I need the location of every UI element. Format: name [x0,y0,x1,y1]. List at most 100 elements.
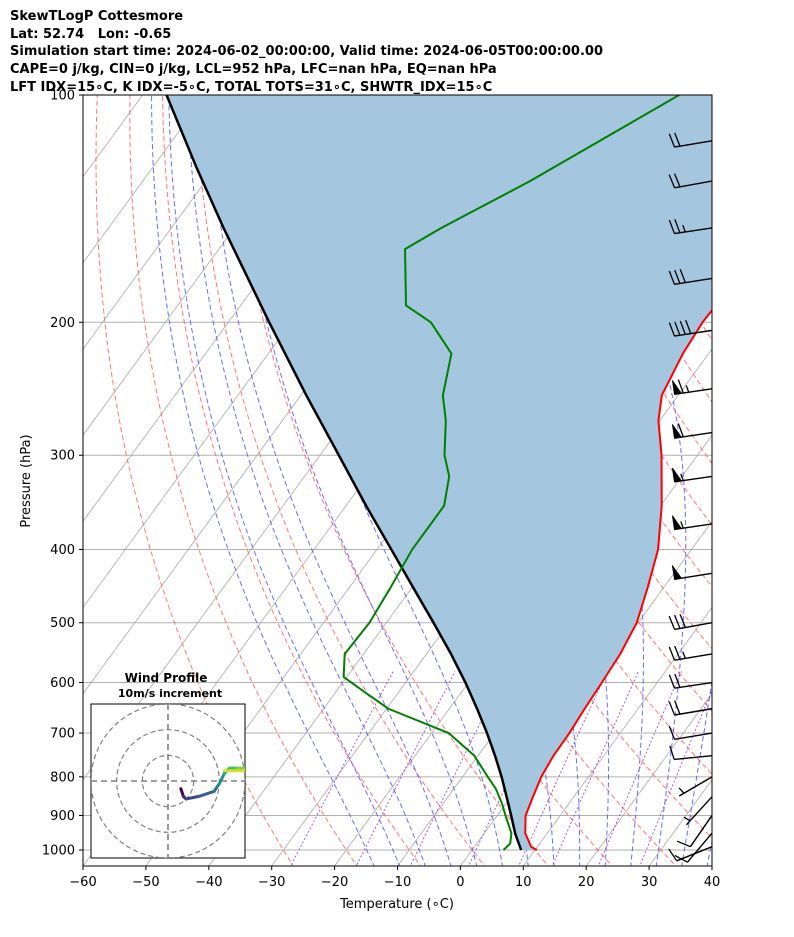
wind-barb [668,645,713,661]
barb-half [683,816,691,822]
mixing-ratio-line [551,671,639,866]
barb-staff [674,180,713,189]
x-tick-label: 10 [515,875,532,890]
barb-full [674,219,681,233]
barb-full [673,173,681,188]
y-tick-label: 500 [50,616,75,631]
x-tick-label: 40 [704,875,721,890]
dry-adiabat [520,95,712,465]
wind-barb [668,269,713,286]
moist-adiabat [187,95,426,866]
x-tick-label: −30 [258,875,285,890]
wind-barb [671,379,713,395]
isotherm [522,606,712,866]
barb-flag [671,380,683,395]
wind-barb [668,613,713,631]
hodograph-inset: Wind Profile 10m/s increment [90,671,246,859]
barb-full [676,840,691,848]
title-line-times: Simulation start time: 2024-06-02_00:00:… [10,44,603,60]
barb-flag [671,515,683,530]
barb-flag [671,424,683,439]
x-tick-label: 30 [641,875,658,890]
barb-staff [674,140,713,148]
barb-flag [671,467,683,483]
hodograph-title: Wind Profile [125,671,208,685]
hodograph-subtitle: 10m/s increment [118,687,222,700]
title-line-indices: LFT IDX=15∘C, K IDX=-5∘C, TOTAL TOTS=31∘… [10,79,493,95]
barb-half [680,473,684,481]
isotherm [83,95,269,350]
barb-full [668,174,676,189]
barb-staff [674,754,713,761]
moist-adiabat [151,95,375,866]
barb-staff [674,732,713,740]
y-tick-label: 900 [50,809,75,824]
barb-full [674,700,681,715]
hodograph-segment [184,794,201,801]
dry-adiabat [772,78,794,875]
y-tick-label: 400 [50,543,75,558]
mixing-ratio-line [639,689,712,866]
barb-full [668,848,678,862]
moist-adiabat [168,95,401,866]
wind-barb [674,832,713,863]
barb-full [668,270,676,285]
barb-full [677,423,684,438]
y-tick-label: 200 [50,316,75,331]
moist-adiabat [564,95,687,866]
barb-full [668,701,676,716]
moist-adiabat [257,95,503,866]
x-tick-label: 20 [578,875,595,890]
x-axis-label: Temperature (∘C) [339,897,454,912]
barb-full [668,133,676,148]
y-axis-label: Pressure (hPa) [19,434,34,527]
wind-barb [668,700,713,716]
isotherm [0,78,92,875]
dry-adiabat [357,95,712,775]
wind-barb [668,132,713,148]
y-tick-label: 1000 [42,844,75,859]
mixing-ratio-line [290,671,394,866]
wind-barb [668,219,713,235]
dry-adiabat [129,95,358,866]
wind-barb [668,673,713,689]
barb-full [679,613,687,628]
hodograph-segment [212,782,221,793]
title-line-station: SkewTLogP Cottesmore [10,9,184,24]
barb-full [668,674,676,689]
chart-title: SkewTLogP Cottesmore Lat: 52.74 Lon: -0.6… [10,8,603,97]
barb-full [674,132,681,147]
temperature-line [524,308,712,851]
barb-staff [674,653,713,661]
dry-adiabat [161,95,422,866]
parcel-path-line [165,95,523,851]
barb-half [680,521,684,529]
dry-adiabat [194,95,486,866]
barb-staff [674,227,713,235]
barb-full [679,269,686,283]
isotherm [83,95,207,264]
wind-barb [676,815,713,848]
hodograph-segment [197,789,216,798]
barb-full [668,322,676,337]
isotherm [585,692,712,866]
y-tick-label: 700 [50,727,75,742]
wind-barb [669,745,713,761]
barb-staff [678,776,713,797]
barb-staff [674,708,713,716]
barb-full [674,673,681,688]
y-tick-label: 600 [50,676,75,691]
barb-half [685,385,690,393]
barb-half [678,787,685,794]
y-axis-ticks: 100 200 300 400 500 600 700 800 900 1000 [42,89,83,859]
mixing-ratio-line [597,671,682,866]
barb-full [674,321,681,336]
barb-staff [674,329,713,337]
wind-barb [668,173,713,189]
barb-half [682,224,686,233]
wind-barb [671,467,713,483]
barb-staff [689,815,713,848]
barb-full [673,614,681,629]
barb-full [669,745,675,760]
